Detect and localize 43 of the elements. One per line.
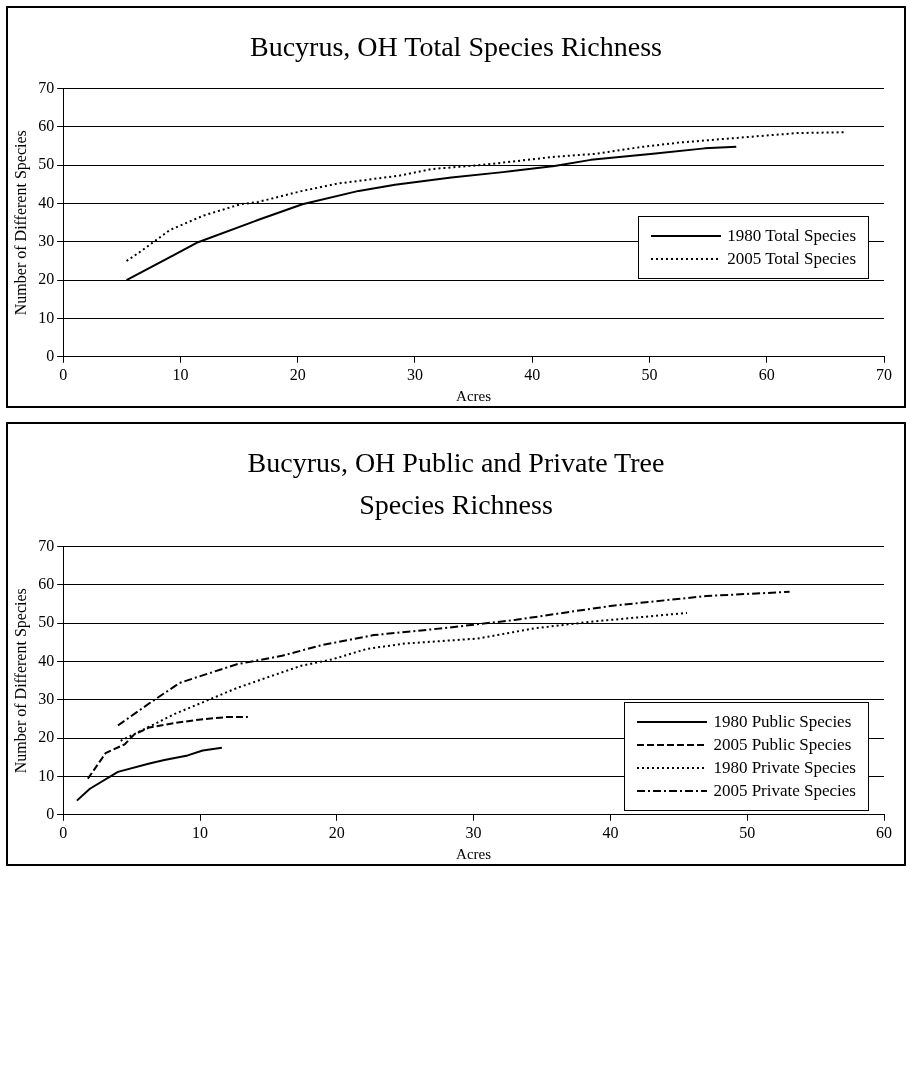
legend-label: 2005 Total Species bbox=[727, 249, 856, 270]
y-tick-label: 70 bbox=[38, 78, 55, 96]
y-tick-label: 20 bbox=[38, 270, 55, 288]
chart-title: Bucyrus, OH Total Species Richness bbox=[249, 30, 663, 64]
y-tick-label: 60 bbox=[38, 575, 55, 593]
y-tick-label: 50 bbox=[38, 155, 55, 173]
y-axis-title: Number of Different Species bbox=[11, 588, 30, 774]
x-tick-label: 30 bbox=[465, 823, 482, 841]
y-tick-label: 40 bbox=[38, 193, 55, 211]
legend-label: 2005 Public Species bbox=[713, 734, 852, 755]
x-tick-label: 50 bbox=[739, 823, 756, 841]
legend-label: 1980 Public Species bbox=[713, 711, 852, 732]
x-tick-label: 10 bbox=[172, 365, 189, 383]
x-tick-label: 0 bbox=[59, 823, 68, 841]
y-tick-label: 20 bbox=[38, 728, 55, 746]
x-tick-label: 40 bbox=[524, 365, 541, 383]
y-tick-label: 70 bbox=[38, 536, 55, 554]
y-tick-label: 30 bbox=[38, 690, 55, 708]
legend-label: 1980 Total Species bbox=[727, 226, 856, 247]
chart-title: Bucyrus, OH Public and Private Tree Species Richness bbox=[246, 446, 666, 522]
y-axis-title: Number of Different Species bbox=[11, 130, 30, 316]
x-tick-label: 50 bbox=[641, 365, 658, 383]
y-tick-label: 50 bbox=[38, 613, 55, 631]
x-tick-label: 60 bbox=[758, 365, 775, 383]
y-tick-label: 10 bbox=[38, 308, 55, 326]
x-tick-label: 0 bbox=[59, 365, 68, 383]
y-tick-label: 10 bbox=[38, 766, 55, 784]
x-tick-label: 10 bbox=[192, 823, 208, 841]
x-tick-label: 20 bbox=[289, 365, 306, 383]
x-axis-title: Acres bbox=[456, 387, 492, 404]
x-tick-label: 20 bbox=[328, 823, 345, 841]
x-tick-label: 30 bbox=[406, 365, 423, 383]
y-tick-label: 30 bbox=[38, 232, 55, 250]
x-tick-label: 70 bbox=[876, 365, 892, 383]
y-tick-label: 60 bbox=[38, 117, 55, 135]
legend-label: 2005 Private Species bbox=[713, 780, 856, 801]
y-tick-label: 0 bbox=[46, 347, 55, 364]
x-tick-label: 60 bbox=[876, 823, 892, 841]
y-tick-label: 0 bbox=[46, 805, 55, 822]
x-tick-label: 40 bbox=[602, 823, 619, 841]
legend-label: 1980 Private Species bbox=[713, 757, 856, 778]
x-axis-title: Acres bbox=[456, 845, 492, 862]
y-tick-label: 40 bbox=[38, 651, 55, 669]
